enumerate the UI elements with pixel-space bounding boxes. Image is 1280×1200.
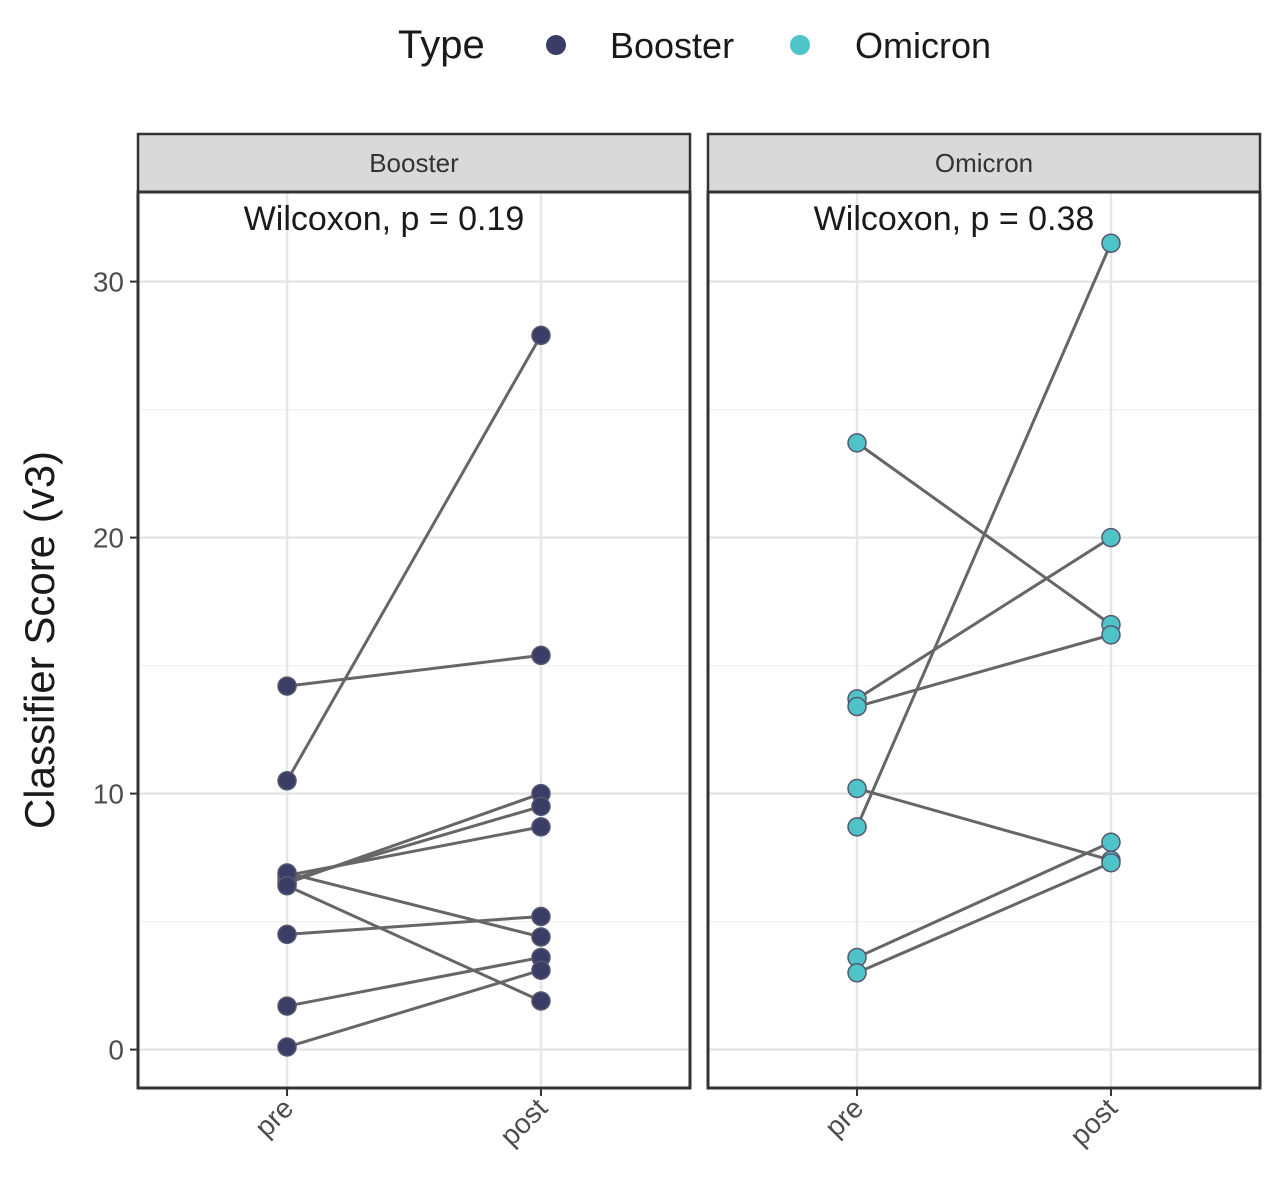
pair-line: [286, 653, 542, 688]
data-point-post: [531, 796, 551, 817]
pair-line: [856, 840, 1112, 959]
data-point-pre: [277, 876, 297, 896]
legend-key-booster: [546, 35, 566, 55]
pair-line: [856, 787, 1112, 862]
data-point-post: [531, 991, 551, 1011]
data-point-post: [531, 960, 551, 980]
y-tick-label: 10: [93, 779, 124, 810]
y-tick-label: 20: [93, 523, 124, 554]
panel-border: [706, 190, 1262, 1090]
data-point-post: [1101, 233, 1121, 253]
y-axis: 0 10 20 30 Classifier Score (v3): [16, 267, 138, 1066]
facet-strip-label: Booster: [369, 148, 459, 178]
facet-strip: [706, 132, 1262, 194]
pair-line: [286, 968, 542, 1049]
x-tick-label: post: [494, 1092, 553, 1151]
legend-title: Type: [398, 23, 485, 67]
pair-line: [856, 633, 1112, 709]
data-point-post: [1101, 832, 1121, 852]
data-point-pre: [847, 963, 867, 983]
facet-panels: Booster Wilcoxon, p = 0.19 pre post Omicron W…: [136, 132, 1262, 1152]
pair-line: [856, 441, 1112, 626]
data-point-pre: [847, 817, 867, 837]
data-point-post: [1101, 527, 1121, 548]
data-point-post: [531, 325, 551, 346]
data-point-pre: [847, 778, 867, 799]
pair-line: [285, 334, 543, 782]
data-point-post: [1101, 625, 1121, 645]
x-tick-label: post: [1064, 1092, 1123, 1151]
data-point-pre: [277, 996, 297, 1016]
pair-line: [856, 861, 1112, 975]
data-point-post: [1101, 852, 1121, 873]
data-point-pre: [277, 924, 297, 945]
pair-line: [286, 871, 542, 939]
wilcoxon-annotation: Wilcoxon, p = 0.38: [814, 200, 1095, 238]
y-tick-label: 30: [93, 267, 124, 298]
data-point-post: [531, 817, 551, 837]
pair-line: [286, 955, 542, 1008]
x-tick-label: pre: [249, 1092, 300, 1143]
panel-border: [136, 190, 692, 1090]
data-point-post: [531, 927, 551, 947]
facet-strip-label: Omicron: [935, 148, 1033, 178]
x-tick-label: pre: [819, 1092, 870, 1143]
pair-line: [286, 914, 542, 936]
data-point-pre: [847, 696, 867, 717]
y-axis-title: Classifier Score (v3): [16, 451, 63, 829]
legend: Type Booster Omicron: [398, 23, 991, 67]
y-tick-label: 0: [108, 1035, 124, 1066]
facet-panel-omicron: Omicron Wilcoxon, p = 0.38 pre post: [706, 132, 1262, 1152]
legend-key-omicron: [790, 35, 810, 55]
data-point-pre: [277, 676, 297, 696]
data-point-pre: [277, 771, 297, 791]
legend-label-omicron: Omicron: [855, 25, 991, 66]
pair-line: [286, 884, 542, 1003]
data-point-post: [531, 645, 551, 666]
pair-line: [856, 536, 1112, 701]
legend-label-booster: Booster: [610, 25, 734, 66]
wilcoxon-annotation: Wilcoxon, p = 0.19: [244, 200, 525, 238]
data-point-post: [531, 906, 551, 927]
data-point-pre: [277, 1037, 297, 1057]
pair-line: [286, 825, 542, 877]
data-point-pre: [847, 433, 867, 453]
facet-strip: [136, 132, 692, 194]
facet-panel-booster: Booster Wilcoxon, p = 0.19 pre post: [136, 132, 692, 1152]
